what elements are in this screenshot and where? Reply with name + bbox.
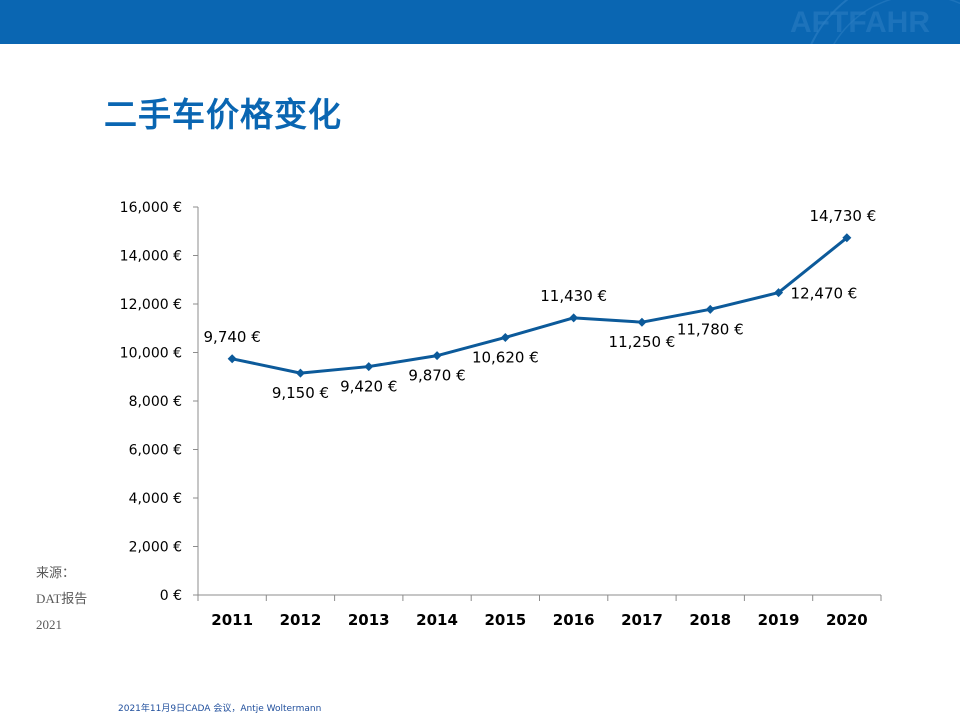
svg-text:AFTFAHR: AFTFAHR [790,6,930,39]
data-point [432,351,442,361]
y-tick-label: 14,000 € [120,249,182,265]
data-label: 9,740 € [204,328,261,346]
data-label: 9,150 € [272,384,329,402]
data-point [637,317,647,327]
x-tick-label: 2014 [416,611,458,629]
data-point [295,368,305,378]
data-point [842,233,852,243]
x-tick-label: 2011 [211,611,253,629]
watermark-seal-icon: AFTFAHR [790,0,960,44]
y-tick-label: 0 € [160,588,182,604]
data-point [500,332,510,342]
source-note: 来源： DAT报告 2021 [36,560,87,638]
header-bar: AFTFAHR [0,0,960,44]
data-label: 11,780 € [677,320,744,338]
data-label: 11,430 € [540,287,607,305]
data-label: 12,470 € [791,285,858,303]
footer-text: 2021年11月9日CADA 会议，Antje Woltermann [118,704,322,714]
x-tick-label: 2020 [826,611,868,629]
data-label: 9,420 € [340,378,397,396]
data-label: 10,620 € [472,348,539,366]
series-line [231,236,848,375]
data-label: 9,870 € [408,367,465,385]
x-tick-label: 2012 [280,611,322,629]
data-label: 14,730 € [809,207,876,225]
y-tick-label: 2,000 € [129,540,182,556]
x-tick-label: 2019 [758,611,800,629]
data-point [364,362,374,372]
data-point [705,304,715,314]
y-tick-label: 10,000 € [120,346,182,362]
y-axis-ticks: 0 € 2,000 € 4,000 € 6,000 € 8,000 € 10,000 € 1… [120,200,198,604]
y-tick-label: 16,000 € [120,200,182,216]
source-year: 2021 [36,617,62,632]
x-tick-label: 2018 [689,611,731,629]
page-title: 二手车价格变化 [104,95,342,134]
source-report: DAT报告 [36,591,88,606]
y-tick-label: 8,000 € [129,394,182,410]
y-tick-label: 12,000 € [120,297,182,313]
x-tick-label: 2017 [621,611,663,629]
x-axis-ticks: 2011 2012 2013 2014 2015 2016 2017 2018 2019 2020 [197,595,882,629]
x-tick-label: 2015 [484,611,526,629]
data-label: 11,250 € [609,333,676,351]
data-point [569,313,579,323]
y-tick-label: 6,000 € [129,443,182,459]
x-tick-label: 2013 [348,611,390,629]
chart-series: 9,740 € 9,150 € 9,420 € 9,870 € 10,620 € 11,4… [204,207,877,402]
x-tick-label: 2016 [553,611,595,629]
data-point [227,354,237,364]
source-label: 来源： [36,565,76,580]
data-point [774,288,784,298]
y-tick-label: 4,000 € [129,491,182,507]
